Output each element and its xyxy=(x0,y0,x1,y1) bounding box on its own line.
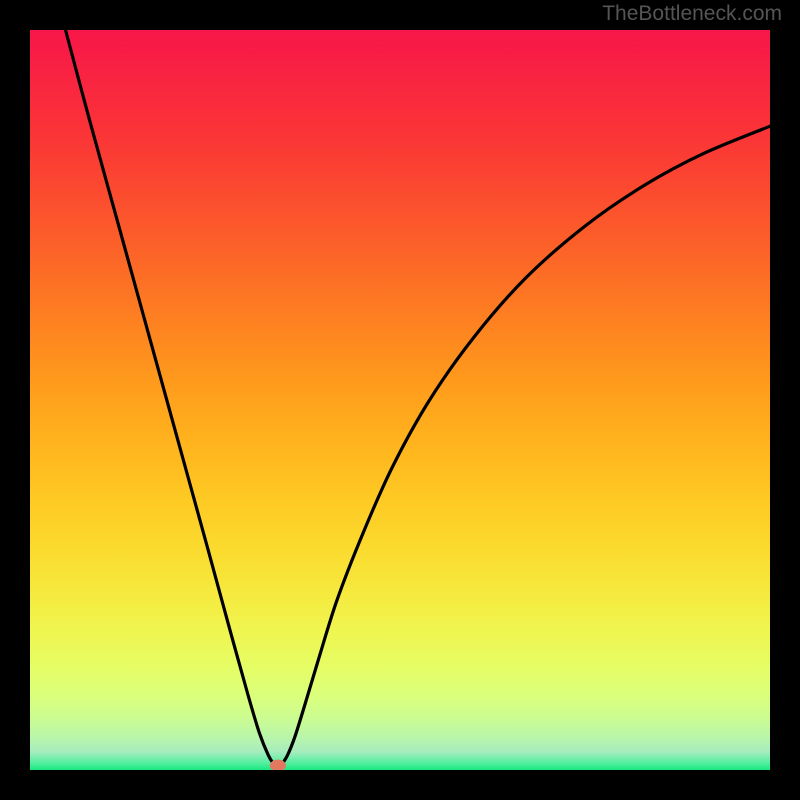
plot-area xyxy=(30,30,770,770)
curve-right-branch xyxy=(282,126,770,765)
attribution-text: TheBottleneck.com xyxy=(602,2,782,26)
curve-left-branch xyxy=(66,30,275,765)
chart-container: TheBottleneck.com xyxy=(0,0,800,800)
curve-layer xyxy=(30,30,770,770)
